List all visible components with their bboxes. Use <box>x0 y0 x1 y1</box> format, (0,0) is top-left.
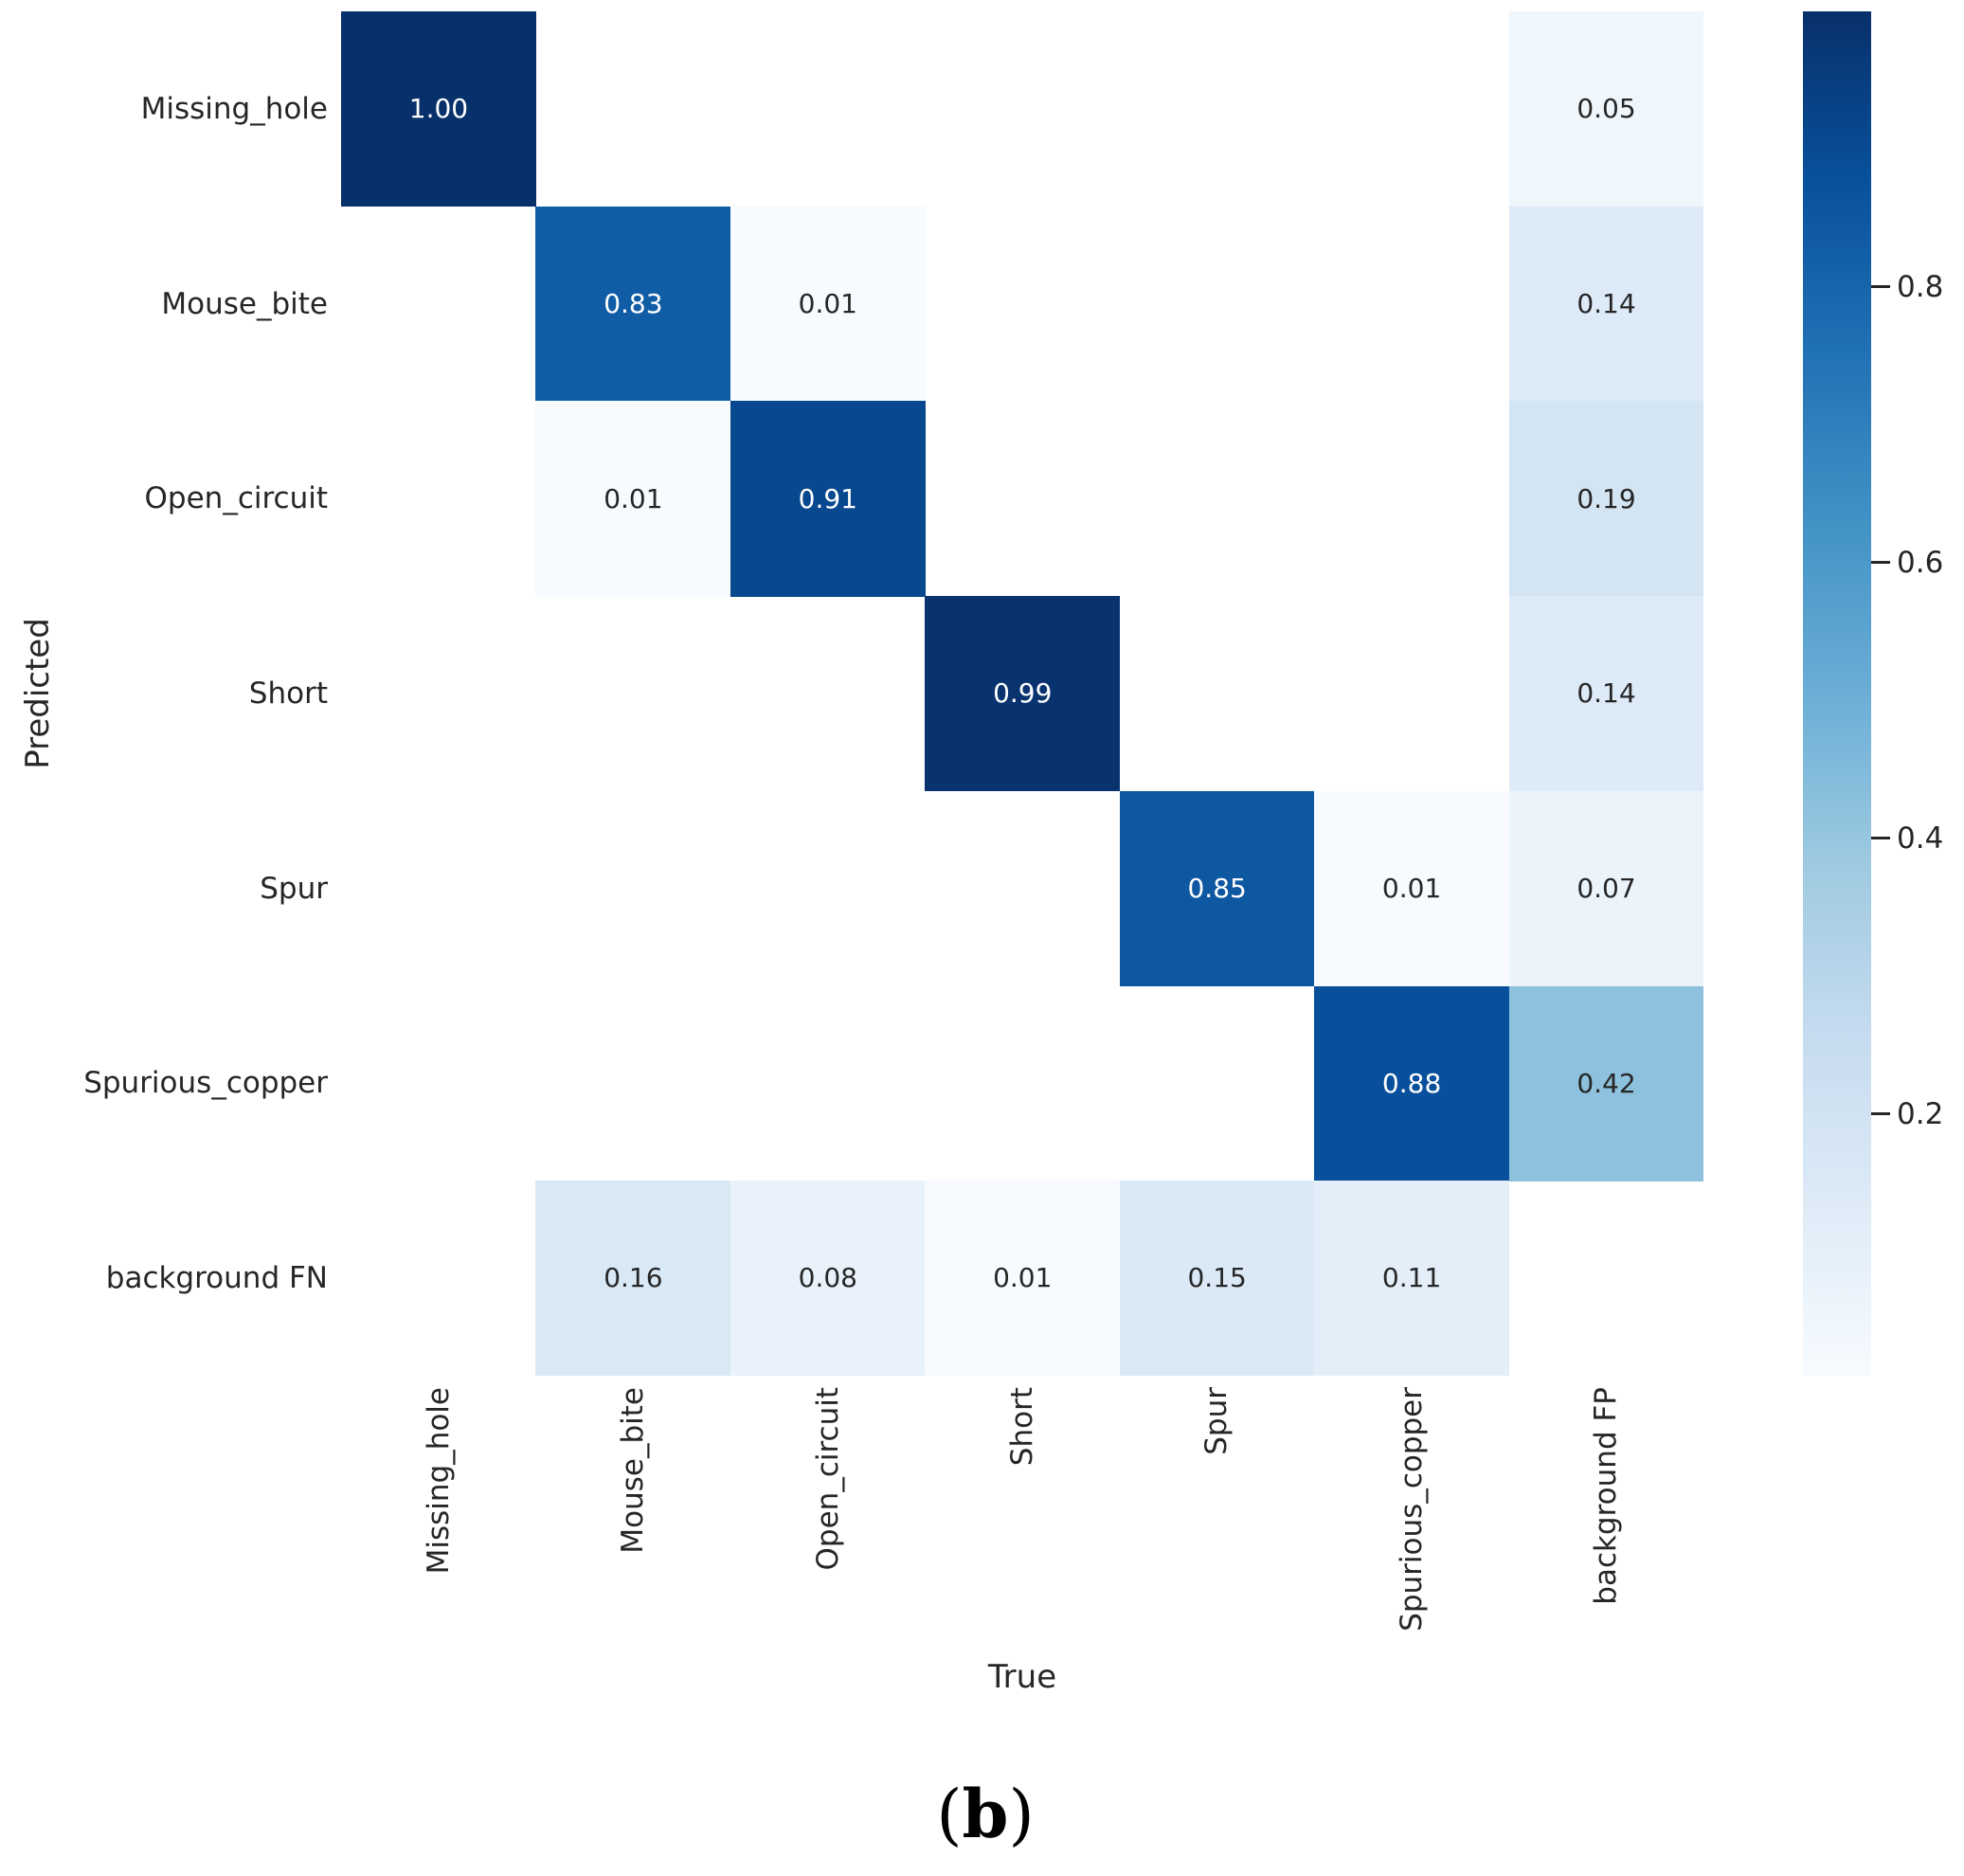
x-tick-label: Open_circuit <box>810 1387 845 1571</box>
cell-value: 0.99 <box>993 677 1053 710</box>
colorbar-tick-label: 0.8 <box>1897 269 1944 304</box>
heatmap-cell: 0.85 <box>1119 790 1315 987</box>
cell-value: 0.01 <box>798 287 857 319</box>
cell-value: 0.91 <box>798 482 857 514</box>
x-tick-label: Missing_hole <box>421 1387 456 1575</box>
y-tick-label: Short <box>248 676 328 711</box>
y-tick-label: Mouse_bite <box>161 286 328 321</box>
cell-value: 0.83 <box>604 287 663 319</box>
heatmap-cell: 0.14 <box>1508 206 1704 402</box>
cell-value: 0.08 <box>798 1262 857 1294</box>
heatmap-cell: 0.83 <box>535 206 731 402</box>
cell-value: 0.19 <box>1577 482 1636 514</box>
cell-value: 1.00 <box>408 93 469 125</box>
x-tick-label: Spurious_copper <box>1394 1387 1429 1632</box>
y-tick-label: background FN <box>105 1261 328 1296</box>
heatmap-cell: 0.99 <box>925 596 1121 792</box>
cell-value: 0.88 <box>1381 1067 1442 1099</box>
cell-value: 0.11 <box>1381 1262 1442 1294</box>
cell-value: 0.85 <box>1187 872 1247 904</box>
cell-value: 0.15 <box>1187 1262 1247 1294</box>
cell-value: 0.01 <box>604 482 663 514</box>
y-tick-label: Missing_hole <box>140 91 328 126</box>
heatmap-cell: 0.08 <box>730 1181 926 1377</box>
heatmap-cell: 0.15 <box>1119 1181 1315 1377</box>
heatmap-cell: 0.16 <box>535 1181 731 1377</box>
y-axis-label: Predicted <box>19 618 57 769</box>
heatmap-cell: 0.19 <box>1508 401 1704 597</box>
colorbar-tick-label: 0.2 <box>1897 1096 1944 1131</box>
heatmap-cell: 0.11 <box>1314 1181 1510 1377</box>
colorbar-tick-label: 0.4 <box>1897 821 1944 856</box>
x-tick-label: Short <box>1005 1387 1039 1467</box>
heatmap-cell: 0.07 <box>1508 790 1704 987</box>
cell-value: 0.07 <box>1577 872 1636 904</box>
heatmap-cell: 1.00 <box>341 11 536 207</box>
y-tick-label: Spurious_copper <box>83 1066 328 1101</box>
colorbar-tick-mark <box>1871 561 1890 565</box>
cell-value: 0.01 <box>1381 872 1442 904</box>
colorbar-tick-mark <box>1871 1112 1890 1116</box>
x-tick-label: Mouse_bite <box>616 1387 651 1554</box>
heatmap-cell: 0.42 <box>1508 985 1704 1182</box>
y-tick-label: Open_circuit <box>144 481 328 516</box>
heatmap-cell: 0.05 <box>1508 11 1704 207</box>
cell-value: 0.01 <box>993 1262 1053 1294</box>
colorbar-tick-label: 0.6 <box>1897 545 1944 580</box>
cell-value: 0.42 <box>1577 1067 1636 1099</box>
cell-value: 0.14 <box>1577 287 1636 319</box>
cell-value: 0.14 <box>1577 677 1636 710</box>
colorbar-tick-mark <box>1871 837 1890 840</box>
x-tick-label: Spur <box>1199 1387 1234 1455</box>
heatmap-cell: 0.01 <box>730 206 926 402</box>
heatmap-cell: 0.01 <box>925 1181 1121 1377</box>
x-tick-label: background FP <box>1589 1387 1624 1605</box>
figure-caption: (b) <box>936 1775 1035 1853</box>
heatmap-cell: 0.01 <box>1314 790 1510 987</box>
y-tick-label: Spur <box>260 871 328 906</box>
x-axis-label: True <box>987 1658 1057 1696</box>
heatmap-cell: 0.14 <box>1508 596 1704 792</box>
cell-value: 0.05 <box>1577 93 1636 125</box>
heatmap-cell: 0.01 <box>535 401 731 597</box>
heatmap-cell: 0.91 <box>730 401 926 597</box>
colorbar-gradient <box>1803 11 1871 1376</box>
colorbar-tick-mark <box>1871 285 1890 289</box>
heatmap-cell: 0.88 <box>1314 985 1510 1182</box>
cell-value: 0.16 <box>604 1262 663 1294</box>
